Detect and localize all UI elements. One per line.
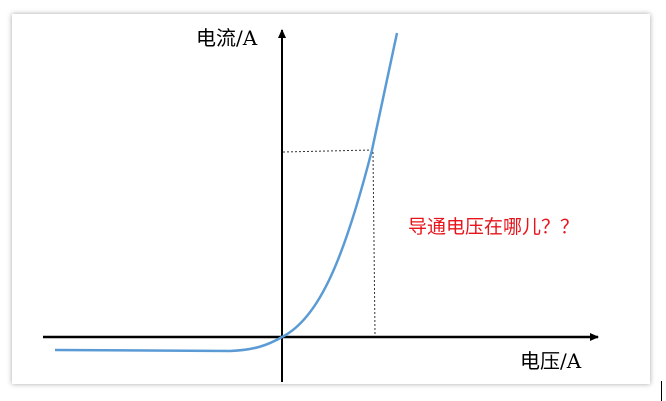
- text-cursor: [661, 381, 662, 401]
- diagram-card: [12, 14, 650, 384]
- x-axis-label: 电压/A: [520, 349, 582, 373]
- y-axis-label: 电流/A: [196, 26, 258, 50]
- iv-curve: [54, 32, 399, 353]
- annotation-text: 导通电压在哪儿？？: [408, 216, 580, 238]
- vertical-guide-line: [372, 151, 376, 335]
- horizontal-guide-line: [282, 149, 373, 153]
